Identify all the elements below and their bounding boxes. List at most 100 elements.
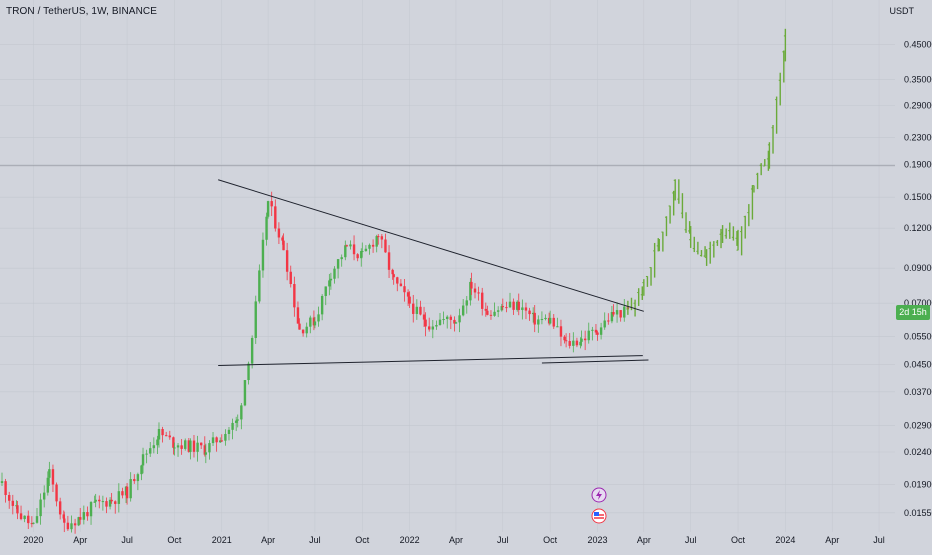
candle-body xyxy=(458,315,461,323)
trendline xyxy=(218,179,644,312)
candle-body xyxy=(55,484,58,502)
candle-body xyxy=(461,305,465,316)
candle-body xyxy=(35,516,39,523)
candle-body xyxy=(140,465,143,475)
candle-body xyxy=(623,306,626,318)
candle-body xyxy=(481,292,484,309)
candle-body xyxy=(157,429,161,440)
candle-body xyxy=(500,306,503,311)
candle-body xyxy=(368,244,371,249)
candle-body xyxy=(524,307,528,311)
candle-body xyxy=(505,307,508,309)
candle-body xyxy=(438,319,442,326)
candle-body xyxy=(387,252,391,270)
candle-body xyxy=(364,248,368,252)
candle-body xyxy=(176,445,180,448)
candle-body xyxy=(422,314,426,320)
flash-glyph-icon xyxy=(596,490,602,500)
candle-body xyxy=(579,341,582,346)
candle-body xyxy=(380,236,384,240)
candle-body xyxy=(196,442,199,452)
candle-body xyxy=(496,310,500,312)
candle-body xyxy=(453,319,456,324)
candle-body xyxy=(63,518,66,523)
candle-body xyxy=(333,268,336,279)
candle-body xyxy=(521,307,524,311)
candle-body xyxy=(512,301,515,310)
x-tick-label: 2022 xyxy=(400,535,420,545)
candle-body xyxy=(587,330,590,341)
candle-body xyxy=(596,332,599,335)
x-tick-label: Apr xyxy=(261,535,275,545)
flag-canton-icon xyxy=(594,512,599,516)
candle-body xyxy=(406,292,410,297)
candle-body xyxy=(184,440,187,449)
candle-body xyxy=(11,500,15,506)
candle-body xyxy=(377,236,380,238)
candle-body xyxy=(79,517,82,520)
candle-body xyxy=(39,499,42,517)
trendline xyxy=(541,359,649,364)
candle-body xyxy=(356,254,359,259)
candle-body xyxy=(489,314,493,316)
x-tick-label: 2020 xyxy=(23,535,43,545)
candle-body xyxy=(192,440,196,452)
x-tick-label: 2021 xyxy=(212,535,232,545)
candle-body xyxy=(531,312,535,315)
candle-body xyxy=(86,512,89,517)
candle-body xyxy=(149,448,152,454)
x-tick-label: Apr xyxy=(73,535,87,545)
candle-body xyxy=(470,281,473,289)
candle-body xyxy=(285,250,289,272)
candle-body xyxy=(73,523,77,526)
candle-body xyxy=(30,523,34,525)
x-tick-label: Apr xyxy=(449,535,463,545)
candle-body xyxy=(77,517,80,526)
candle-body xyxy=(204,452,208,455)
candle-body xyxy=(568,341,571,346)
x-tick-label: Oct xyxy=(355,535,370,545)
candle-body xyxy=(70,523,73,530)
candle-body xyxy=(446,316,449,320)
candle-body xyxy=(419,306,422,315)
countdown-badge: 2d 15h xyxy=(896,305,930,320)
candle-body xyxy=(46,477,50,493)
candle-body xyxy=(296,307,300,324)
candle-body xyxy=(580,338,583,342)
candle-body xyxy=(336,259,340,269)
candle-body xyxy=(227,429,231,434)
grid-layer xyxy=(0,0,895,532)
candle-body xyxy=(114,501,117,504)
candle-body xyxy=(189,440,192,452)
candle-body xyxy=(187,440,191,452)
candle-body xyxy=(211,437,215,444)
event-markers[interactable] xyxy=(591,487,607,524)
candle-body xyxy=(293,284,296,308)
candle-body xyxy=(93,501,96,503)
candle-body xyxy=(254,301,257,338)
candle-layer xyxy=(0,28,787,534)
candle-body xyxy=(51,469,55,485)
candle-body xyxy=(0,481,4,484)
candle-body xyxy=(133,479,136,482)
candle-body xyxy=(391,269,394,275)
candle-body xyxy=(465,300,468,306)
candle-body xyxy=(575,340,579,346)
candle-body xyxy=(101,501,105,503)
candle-body xyxy=(258,270,261,302)
candle-body xyxy=(289,271,292,285)
candle-body xyxy=(121,491,124,496)
candle-body xyxy=(277,228,281,238)
candle-body xyxy=(469,281,472,301)
axis-unit-label: USDT xyxy=(889,6,915,16)
candle-body xyxy=(164,435,168,437)
candle-body xyxy=(236,419,239,421)
